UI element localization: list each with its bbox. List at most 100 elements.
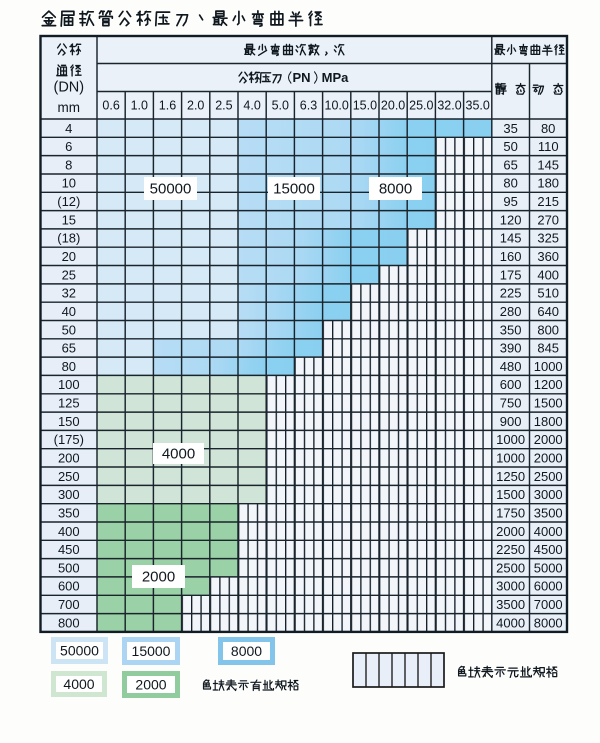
svg-text:2000: 2000 [496, 524, 525, 539]
svg-text:1500: 1500 [496, 487, 525, 502]
svg-text:3500: 3500 [496, 597, 525, 612]
svg-text:15: 15 [62, 212, 76, 227]
svg-text:1500: 1500 [534, 396, 563, 411]
svg-text:50000: 50000 [60, 642, 99, 658]
svg-text:175: 175 [500, 267, 522, 282]
svg-text:1000: 1000 [534, 359, 563, 374]
svg-text:510: 510 [537, 286, 559, 301]
svg-text:4000: 4000 [534, 524, 563, 539]
svg-text:145: 145 [537, 157, 559, 172]
svg-text:2250: 2250 [496, 542, 525, 557]
svg-text:160: 160 [500, 249, 522, 264]
svg-text:2000: 2000 [534, 451, 563, 466]
svg-text:25: 25 [62, 267, 76, 282]
svg-text:270: 270 [537, 212, 559, 227]
svg-text:2500: 2500 [534, 469, 563, 484]
svg-text:1250: 1250 [496, 469, 525, 484]
svg-text:845: 845 [537, 341, 559, 356]
svg-text:400: 400 [537, 267, 559, 282]
svg-text:5.0: 5.0 [272, 99, 289, 113]
svg-text:2500: 2500 [496, 560, 525, 575]
svg-text:215: 215 [537, 194, 559, 209]
svg-text:20.0: 20.0 [381, 99, 405, 113]
svg-text:800: 800 [537, 322, 559, 337]
svg-text:(175): (175) [54, 432, 84, 447]
svg-text:(12): (12) [57, 194, 80, 209]
svg-text:35.0: 35.0 [466, 99, 490, 113]
svg-text:8000: 8000 [379, 181, 412, 198]
svg-text:2.5: 2.5 [215, 99, 232, 113]
svg-text:2000: 2000 [534, 432, 563, 447]
svg-text:7000: 7000 [534, 597, 563, 612]
svg-text:480: 480 [500, 359, 522, 374]
svg-text:80: 80 [503, 176, 517, 191]
svg-text:2000: 2000 [135, 676, 166, 692]
svg-text:15000: 15000 [273, 181, 315, 198]
svg-text:4000: 4000 [63, 676, 94, 692]
svg-text:250: 250 [58, 469, 80, 484]
svg-text:15000: 15000 [132, 643, 171, 659]
svg-text:3000: 3000 [534, 487, 563, 502]
svg-text:8000: 8000 [534, 615, 563, 630]
svg-text:150: 150 [58, 414, 80, 429]
svg-text:1800: 1800 [534, 414, 563, 429]
svg-text:120: 120 [500, 212, 522, 227]
svg-text:390: 390 [500, 341, 522, 356]
svg-text:50: 50 [503, 139, 517, 154]
svg-text:145: 145 [500, 231, 522, 246]
svg-text:200: 200 [58, 451, 80, 466]
svg-text:225: 225 [500, 286, 522, 301]
svg-text:325: 325 [537, 231, 559, 246]
svg-text:80: 80 [541, 121, 555, 136]
svg-text:(DN): (DN) [53, 80, 84, 96]
svg-text:900: 900 [500, 414, 522, 429]
svg-text:10.0: 10.0 [325, 99, 349, 113]
svg-text:mm: mm [58, 100, 81, 115]
svg-text:40: 40 [62, 304, 76, 319]
svg-text:0.6: 0.6 [102, 99, 119, 113]
svg-text:110: 110 [538, 139, 559, 154]
svg-text:4000: 4000 [496, 615, 525, 630]
svg-text:4000: 4000 [162, 446, 195, 463]
svg-text:32.0: 32.0 [437, 99, 461, 113]
svg-text:15.0: 15.0 [353, 99, 377, 113]
svg-text:1200: 1200 [534, 377, 563, 392]
svg-text:2.0: 2.0 [187, 99, 204, 113]
svg-text:6000: 6000 [534, 579, 563, 594]
svg-text:4500: 4500 [534, 542, 563, 557]
svg-text:300: 300 [58, 487, 80, 502]
svg-text:800: 800 [58, 615, 80, 630]
svg-text:65: 65 [503, 157, 517, 172]
svg-text:1000: 1000 [496, 432, 525, 447]
svg-text:700: 700 [58, 597, 80, 612]
svg-text:PN: PN [292, 70, 310, 85]
svg-text:280: 280 [500, 304, 522, 319]
svg-text:3000: 3000 [496, 579, 525, 594]
svg-text:1000: 1000 [496, 451, 525, 466]
svg-text:1.6: 1.6 [159, 99, 176, 113]
svg-text:2000: 2000 [142, 569, 175, 586]
svg-text:400: 400 [58, 524, 80, 539]
svg-text:65: 65 [62, 341, 76, 356]
svg-text:500: 500 [58, 560, 80, 575]
svg-text:360: 360 [537, 249, 559, 264]
svg-text:5000: 5000 [534, 560, 563, 575]
svg-text:600: 600 [500, 377, 522, 392]
svg-text:50000: 50000 [150, 181, 192, 198]
svg-text:50: 50 [62, 322, 76, 337]
svg-text:350: 350 [500, 322, 522, 337]
svg-text:600: 600 [58, 579, 80, 594]
svg-text:750: 750 [500, 396, 522, 411]
svg-text:20: 20 [62, 249, 76, 264]
svg-text:MPa: MPa [322, 70, 350, 85]
svg-text:4.0: 4.0 [243, 99, 260, 113]
svg-text:80: 80 [62, 359, 76, 374]
svg-text:95: 95 [503, 194, 517, 209]
svg-text:10: 10 [62, 176, 76, 191]
svg-text:125: 125 [58, 396, 80, 411]
svg-text:8: 8 [65, 157, 72, 172]
svg-text:100: 100 [58, 377, 80, 392]
svg-text:32: 32 [62, 286, 76, 301]
svg-text:4: 4 [65, 121, 72, 136]
svg-text:35: 35 [503, 121, 517, 136]
